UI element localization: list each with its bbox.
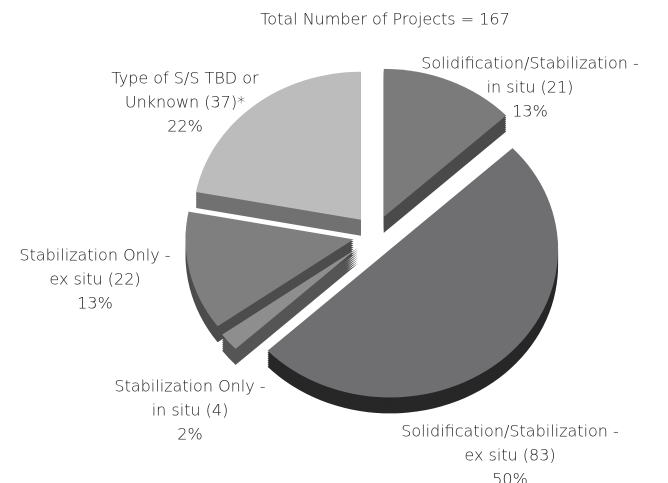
slice-value-label: 50% bbox=[492, 470, 528, 483]
slice-label: ex situ (83) bbox=[464, 446, 555, 465]
slice-label: Solidification/Stabilization - bbox=[401, 422, 619, 441]
slice-label: ex situ (22) bbox=[49, 270, 140, 289]
slice-value-label: 22% bbox=[167, 117, 203, 136]
slice-value-label: 13% bbox=[77, 294, 113, 313]
slice-label: Stabilization Only - bbox=[19, 246, 170, 265]
slice-label: Solidification/Stabilization - bbox=[421, 54, 639, 73]
slice-label: in situ (21) bbox=[487, 78, 574, 97]
slice bbox=[185, 211, 354, 327]
slice-label: Type of S/S TBD or bbox=[111, 69, 259, 88]
slice bbox=[267, 148, 559, 398]
slice-label: Stabilization Only - bbox=[114, 377, 265, 396]
slice bbox=[222, 247, 359, 349]
slice bbox=[195, 71, 361, 220]
slice bbox=[383, 68, 507, 217]
slice-value-label: 13% bbox=[512, 102, 548, 121]
slice-label: in situ (4) bbox=[152, 401, 229, 420]
slice-label: Unknown (37)* bbox=[125, 93, 245, 112]
chart-title: Total Number of Projects = 167 bbox=[260, 10, 510, 29]
slice-value-label: 2% bbox=[177, 425, 202, 444]
